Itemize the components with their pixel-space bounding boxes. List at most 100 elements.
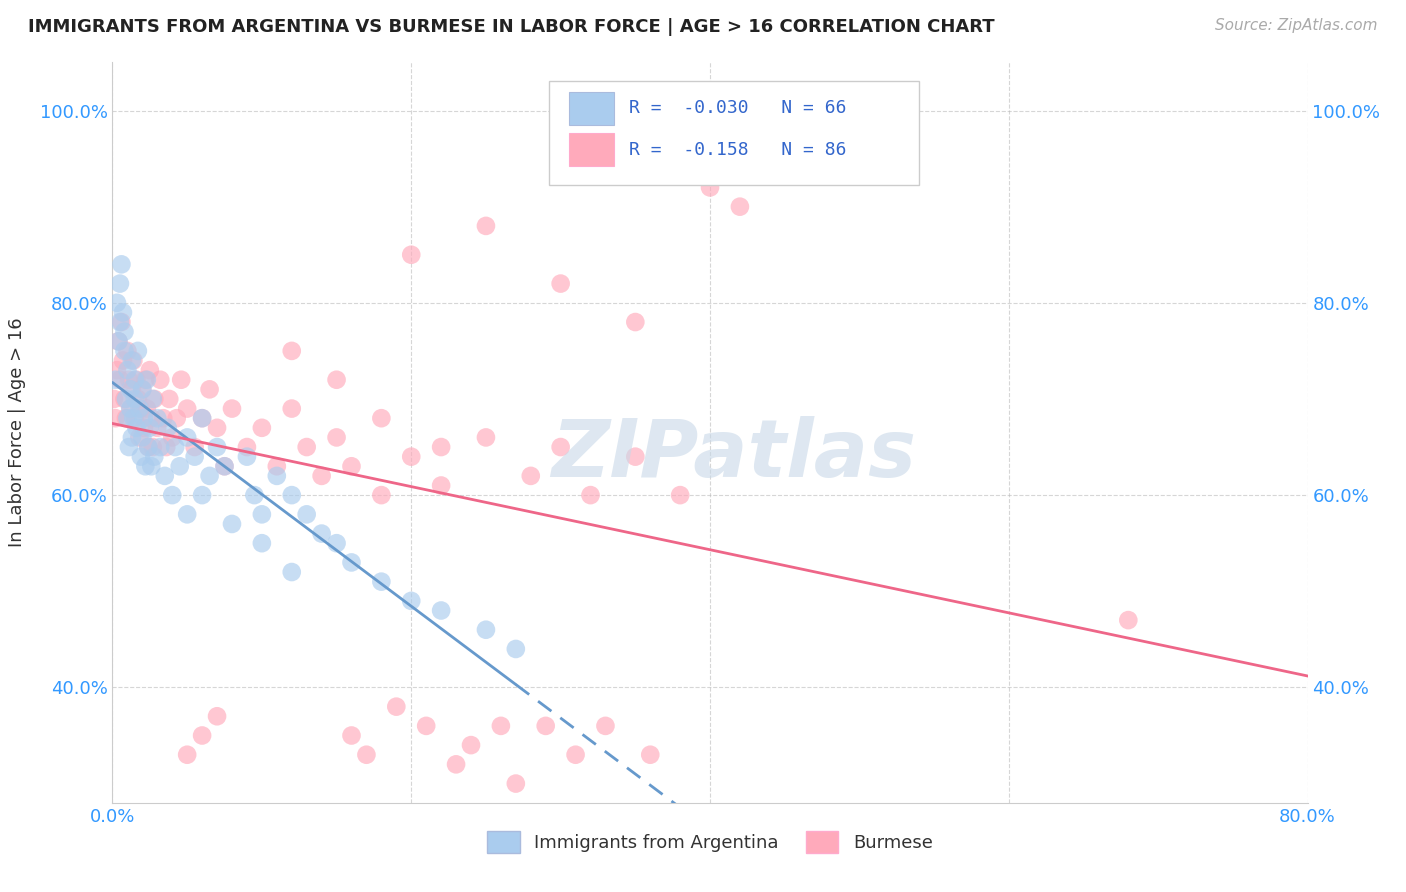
Point: [281, 488, 304, 502]
Point: [153, 469, 176, 483]
Point: [104, 411, 127, 425]
Point: [281, 565, 304, 579]
FancyBboxPatch shape: [548, 81, 920, 185]
Point: [143, 450, 166, 464]
Point: [138, 440, 160, 454]
Point: [127, 392, 149, 406]
Point: [117, 411, 139, 425]
Point: [124, 373, 146, 387]
Point: [121, 353, 143, 368]
Point: [520, 469, 543, 483]
Point: [198, 469, 221, 483]
Point: [191, 729, 214, 743]
Point: [107, 334, 129, 349]
Point: [142, 392, 165, 406]
Point: [1118, 613, 1140, 627]
Point: [295, 508, 318, 522]
Point: [340, 729, 363, 743]
Point: [415, 719, 437, 733]
Point: [250, 421, 273, 435]
Point: [110, 315, 132, 329]
Point: [155, 440, 177, 454]
Point: [107, 334, 129, 349]
Point: [183, 450, 205, 464]
Point: [243, 488, 266, 502]
Point: [198, 382, 221, 396]
Point: [131, 382, 153, 396]
Point: [176, 747, 198, 762]
Point: [444, 757, 467, 772]
Point: [370, 411, 392, 425]
Point: [127, 343, 149, 358]
Point: [221, 401, 243, 416]
Point: [325, 373, 347, 387]
Point: [125, 373, 148, 387]
Point: [311, 526, 333, 541]
Text: IMMIGRANTS FROM ARGENTINA VS BURMESE IN LABOR FORCE | AGE > 16 CORRELATION CHART: IMMIGRANTS FROM ARGENTINA VS BURMESE IN …: [28, 18, 995, 36]
Point: [579, 488, 602, 502]
Bar: [569, 92, 614, 125]
Point: [236, 440, 259, 454]
Point: [146, 411, 169, 425]
Point: [191, 488, 214, 502]
Point: [550, 440, 572, 454]
Point: [111, 305, 134, 319]
Point: [141, 459, 163, 474]
Text: Source: ZipAtlas.com: Source: ZipAtlas.com: [1215, 18, 1378, 33]
Point: [124, 392, 146, 406]
Y-axis label: In Labor Force | Age > 16: In Labor Force | Age > 16: [7, 318, 25, 548]
Point: [166, 411, 188, 425]
Point: [131, 430, 153, 444]
Point: [534, 719, 557, 733]
Point: [370, 574, 392, 589]
Point: [430, 478, 453, 492]
Point: [165, 440, 187, 454]
Text: ZIPatlas: ZIPatlas: [551, 416, 917, 494]
Point: [125, 421, 148, 435]
Point: [401, 594, 423, 608]
Point: [205, 440, 228, 454]
Point: [250, 508, 273, 522]
Point: [108, 315, 131, 329]
Point: [104, 373, 127, 387]
Point: [114, 392, 135, 406]
Point: [401, 450, 423, 464]
Point: [340, 459, 363, 474]
Point: [295, 440, 318, 454]
Point: [135, 401, 157, 416]
Point: [120, 382, 142, 396]
Point: [236, 450, 259, 464]
Point: [214, 459, 236, 474]
Point: [152, 411, 174, 425]
Point: [132, 411, 155, 425]
Point: [135, 373, 157, 387]
Point: [325, 430, 347, 444]
Point: [121, 430, 143, 444]
Point: [489, 719, 512, 733]
Point: [139, 363, 162, 377]
Point: [146, 421, 169, 435]
Point: [121, 382, 143, 396]
Point: [118, 373, 141, 387]
Point: [108, 373, 131, 387]
Point: [149, 440, 172, 454]
Point: [103, 392, 125, 406]
Point: [430, 603, 453, 617]
Point: [475, 623, 498, 637]
Point: [105, 295, 128, 310]
Point: [111, 353, 134, 368]
Point: [162, 488, 183, 502]
Point: [728, 200, 751, 214]
Point: [105, 363, 128, 377]
Point: [115, 411, 138, 425]
Point: [120, 401, 142, 416]
Point: [162, 430, 183, 444]
Point: [356, 747, 378, 762]
Point: [250, 536, 273, 550]
Point: [134, 373, 156, 387]
Point: [129, 401, 152, 416]
Bar: [569, 133, 614, 167]
Point: [128, 430, 150, 444]
Point: [624, 450, 647, 464]
Point: [118, 440, 141, 454]
